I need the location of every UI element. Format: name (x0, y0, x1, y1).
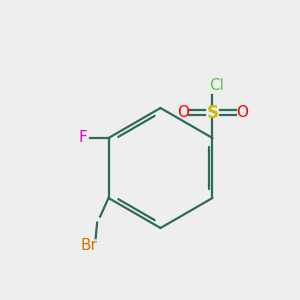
Text: Cl: Cl (209, 78, 224, 93)
Text: Br: Br (80, 238, 97, 253)
Text: F: F (79, 130, 88, 146)
Text: S: S (206, 103, 218, 122)
Text: O: O (236, 105, 248, 120)
Text: O: O (177, 105, 189, 120)
